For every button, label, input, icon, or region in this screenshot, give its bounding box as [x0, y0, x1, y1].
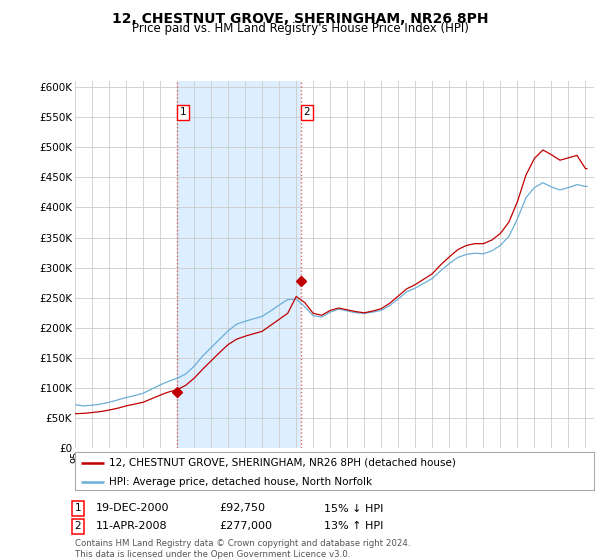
Text: £277,000: £277,000 [219, 521, 272, 531]
Text: Price paid vs. HM Land Registry's House Price Index (HPI): Price paid vs. HM Land Registry's House … [131, 22, 469, 35]
Text: 2: 2 [74, 521, 82, 531]
Text: 13% ↑ HPI: 13% ↑ HPI [324, 521, 383, 531]
Text: 12, CHESTNUT GROVE, SHERINGHAM, NR26 8PH: 12, CHESTNUT GROVE, SHERINGHAM, NR26 8PH [112, 12, 488, 26]
Text: Contains HM Land Registry data © Crown copyright and database right 2024.
This d: Contains HM Land Registry data © Crown c… [75, 539, 410, 559]
Text: 19-DEC-2000: 19-DEC-2000 [96, 503, 170, 514]
Text: 2: 2 [304, 108, 310, 118]
Text: 15% ↓ HPI: 15% ↓ HPI [324, 503, 383, 514]
Bar [177, 81, 301, 448]
Text: HPI: Average price, detached house, North Norfolk: HPI: Average price, detached house, Nort… [109, 477, 372, 487]
Text: 1: 1 [74, 503, 82, 514]
Text: 11-APR-2008: 11-APR-2008 [96, 521, 167, 531]
Text: 12, CHESTNUT GROVE, SHERINGHAM, NR26 8PH (detached house): 12, CHESTNUT GROVE, SHERINGHAM, NR26 8PH… [109, 458, 455, 468]
Text: 1: 1 [179, 108, 186, 118]
Text: £92,750: £92,750 [219, 503, 265, 514]
